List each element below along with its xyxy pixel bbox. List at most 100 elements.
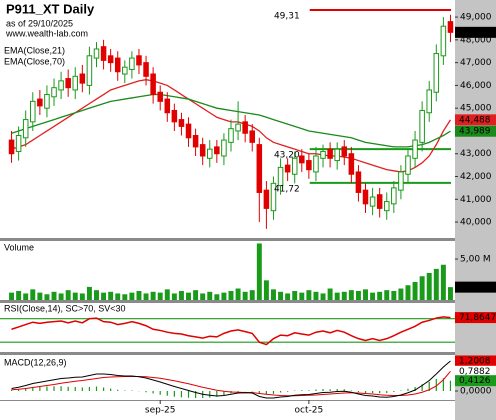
candle-body [185,123,192,139]
y-tick-label: 43,000 [460,149,492,159]
candle-body [242,121,248,134]
last-value-box [455,26,496,38]
last-value-box [455,125,496,137]
volume-bar [129,292,135,300]
y-tick-label: 48,000 [460,35,492,45]
y-tick-label: 0,0000 [460,387,492,397]
volume-bar [235,288,241,300]
ema-line [11,93,451,148]
panel-title: Volume [4,242,34,252]
macd-histogram-bar [364,391,367,393]
candle-body [327,148,333,159]
candle-body [369,196,376,207]
macd-histogram-bar [180,391,183,398]
volume-bar [348,290,354,300]
volume-bar [16,290,22,300]
candle-body [249,130,256,143]
macd-histogram-bar [272,391,275,394]
labels: P911_XT Daily as of 29/10/2025 www.wealt… [4,1,496,416]
macd-histogram-bar [258,391,260,394]
macd-histogram-bar [414,387,416,391]
volume-bar [143,293,149,300]
volume-bar [101,292,107,300]
candle-body [22,119,29,139]
right-axis-strip [455,0,496,420]
level-label: 43,20 [274,151,300,161]
macd-histogram-bar [195,391,197,398]
candle-body [447,21,454,33]
candle-body [291,157,298,175]
volume-bar [355,290,361,300]
macd-histogram-bar [251,391,253,392]
macd-histogram-bar [67,386,69,391]
candle-body [58,80,64,91]
candle-body [320,150,326,159]
candle-body [37,98,43,107]
candle-body [405,155,411,175]
macd-histogram-bar [421,384,423,391]
volume-bar [193,290,199,300]
volume-bar [419,276,425,300]
macd-histogram-bar [60,386,62,391]
macd-histogram-bar [223,391,225,396]
volume-bar [72,292,78,300]
macd-histogram-bar [329,389,331,391]
volume-bar [391,290,397,300]
candle-body [221,139,227,157]
volume-bar [79,293,85,300]
macd-histogram-bar [209,391,211,398]
macd-histogram-bar [371,391,374,393]
candle-body [206,148,213,159]
volume-bar [58,293,64,300]
volume-bar [122,294,128,300]
candle-body [284,164,291,173]
macd-histogram-bar [110,388,112,391]
candle-body [79,73,86,84]
volume-bar [327,288,333,300]
volume-bar [249,290,255,300]
candle-body [419,109,425,143]
candle-body [362,189,369,205]
volume-bar [86,286,92,300]
candle-body [263,189,270,209]
macd-histogram-bar [95,386,98,391]
volume-bar [51,291,57,300]
macd-histogram-bar [102,387,105,391]
candle-body [334,148,340,162]
panel-title: RSI(Close,14), SC>70, SV<30 [4,303,126,313]
candle-body [157,91,163,102]
last-value-label: 43,989 [459,127,491,137]
chart-title: P911_XT Daily [6,1,95,16]
candle-body [426,89,432,114]
volume-bar [306,290,312,300]
macd-histogram-bar [336,389,338,391]
macd-histogram-bar [393,391,395,392]
candle-body [107,55,114,64]
macd-histogram-bar [74,387,76,391]
x-tick-label: oct-25 [295,406,324,416]
volume-bar [292,290,298,300]
macd-histogram-bar [435,379,437,391]
last-value-label: 1,57 M [459,283,490,293]
volume-bar [150,291,156,300]
candle-body [150,73,156,96]
volume-bar [278,291,284,300]
volume-bar [426,272,432,300]
volume-bar [377,291,383,300]
macd-histogram-bar [46,386,48,391]
candle-body [440,25,447,57]
candle-body [348,153,355,175]
candle-body [391,187,397,205]
candle-body [192,135,199,148]
candle-body [277,166,284,187]
macd-histogram-bar [343,389,345,391]
volume-bar [200,293,206,300]
panel-title: MACD(12,26,9) [4,357,67,367]
macd-histogram-bar [117,389,119,391]
volume-bar [207,291,213,300]
candle-body [72,75,79,91]
macd-histogram-bar [18,389,20,391]
macd-histogram-bar [88,387,91,391]
candle-body [136,55,142,66]
macd-histogram-bar [53,386,55,391]
